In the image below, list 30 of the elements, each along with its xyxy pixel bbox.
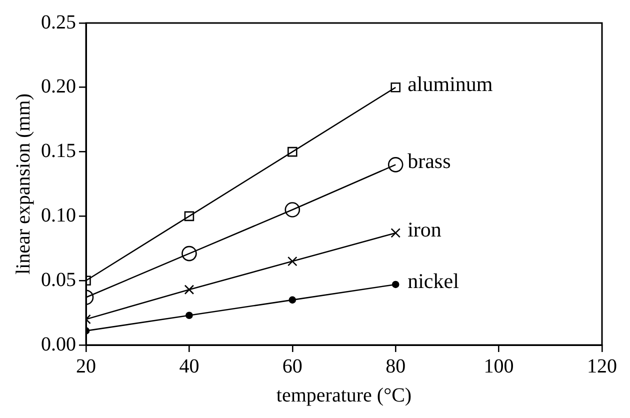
series-label: brass <box>408 149 451 174</box>
x-tick-label: 40 <box>179 355 200 378</box>
y-axis-title: linear expansion (mm) <box>12 93 34 275</box>
y-tick-label: 0.00 <box>41 333 76 356</box>
point <box>182 246 197 262</box>
x-axis-title: temperature (°C) <box>276 384 412 406</box>
y-tick-label: 0.25 <box>41 11 76 34</box>
x-tick-label: 120 <box>587 355 617 378</box>
x-tick-label: 80 <box>386 355 406 378</box>
point <box>284 202 300 218</box>
y-tick-label: 0.05 <box>41 268 76 291</box>
point <box>288 146 298 157</box>
series-label: aluminum <box>408 72 493 96</box>
y-tick-label: 0.20 <box>41 76 76 98</box>
point <box>390 228 400 238</box>
x-tick-label: 100 <box>484 355 514 378</box>
series-label: nickel <box>408 268 460 293</box>
point <box>390 82 400 92</box>
x-tick-label: 60 <box>282 355 302 378</box>
series-label: iron <box>408 217 442 242</box>
point <box>392 280 400 288</box>
point <box>288 296 296 304</box>
point <box>184 211 194 222</box>
x-tick-label: 20 <box>76 355 96 378</box>
y-tick-label: 0.15 <box>41 140 76 162</box>
y-tick-label: 0.10 <box>41 204 76 226</box>
point <box>388 157 404 172</box>
point <box>186 312 193 320</box>
point <box>184 284 194 295</box>
point <box>288 256 298 266</box>
